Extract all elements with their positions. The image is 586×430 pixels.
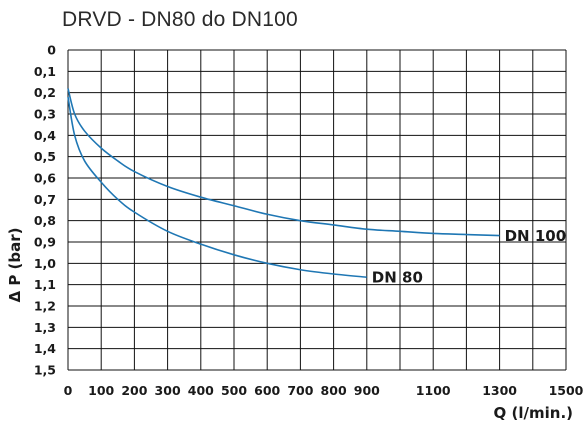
x-tick-label: 0 bbox=[64, 383, 73, 398]
x-tick-label: 1300 bbox=[482, 383, 517, 398]
x-tick-label: 600 bbox=[254, 383, 280, 398]
y-tick-label: 0,3 bbox=[34, 107, 56, 122]
x-tick-label: 1100 bbox=[416, 383, 451, 398]
y-tick-label: 1,1 bbox=[34, 277, 56, 292]
y-tick-label: 0,1 bbox=[34, 64, 56, 79]
y-tick-label: 0 bbox=[47, 43, 56, 58]
y-tick-label: 1,3 bbox=[34, 320, 56, 335]
y-tick-label: 1,2 bbox=[34, 299, 56, 314]
x-tick-label: 300 bbox=[155, 383, 181, 398]
grid bbox=[67, 49, 567, 371]
y-axis-label: Δ P (bar) bbox=[6, 227, 24, 302]
y-tick-label: 0,7 bbox=[34, 192, 56, 207]
chart-title: DRVD - DN80 do DN100 bbox=[62, 8, 298, 31]
series-lines bbox=[67, 88, 500, 278]
series-labels: DN 100 DN 80 bbox=[372, 227, 566, 287]
y-tick-label: 0,5 bbox=[34, 149, 56, 164]
y-tick-label: 1,5 bbox=[34, 363, 56, 378]
y-tick-label: 0,2 bbox=[34, 85, 56, 100]
x-tick-label: 100 bbox=[88, 383, 114, 398]
x-tick-labels: 0 100 200 300 400 500 600 700 800 900 1100 1300 1500 bbox=[64, 383, 584, 398]
y-tick-label: 0,4 bbox=[34, 128, 56, 143]
y-tick-label: 0,8 bbox=[34, 213, 56, 228]
series-line-dn100 bbox=[67, 88, 500, 237]
x-axis-label: Q (l/min.) bbox=[494, 404, 573, 422]
x-tick-label: 200 bbox=[121, 383, 147, 398]
y-tick-label: 0,9 bbox=[34, 235, 56, 250]
x-tick-label: 900 bbox=[354, 383, 380, 398]
y-tick-labels: 0 0,1 0,2 0,3 0,4 0,5 0,6 0,7 0,8 0,9 1,0 1,1 1,2 1,3… bbox=[34, 43, 56, 378]
x-tick-label: 400 bbox=[188, 383, 214, 398]
series-label-dn80: DN 80 bbox=[372, 269, 423, 287]
x-tick-label: 700 bbox=[287, 383, 313, 398]
y-tick-label: 1,4 bbox=[34, 341, 56, 356]
y-tick-label: 1,0 bbox=[34, 256, 56, 271]
x-tick-label: 500 bbox=[221, 383, 247, 398]
x-tick-label: 1500 bbox=[549, 383, 584, 398]
series-label-dn100: DN 100 bbox=[505, 227, 567, 245]
series-line-dn80 bbox=[67, 96, 367, 278]
y-tick-label: 0,6 bbox=[34, 171, 56, 186]
x-tick-label: 800 bbox=[321, 383, 347, 398]
